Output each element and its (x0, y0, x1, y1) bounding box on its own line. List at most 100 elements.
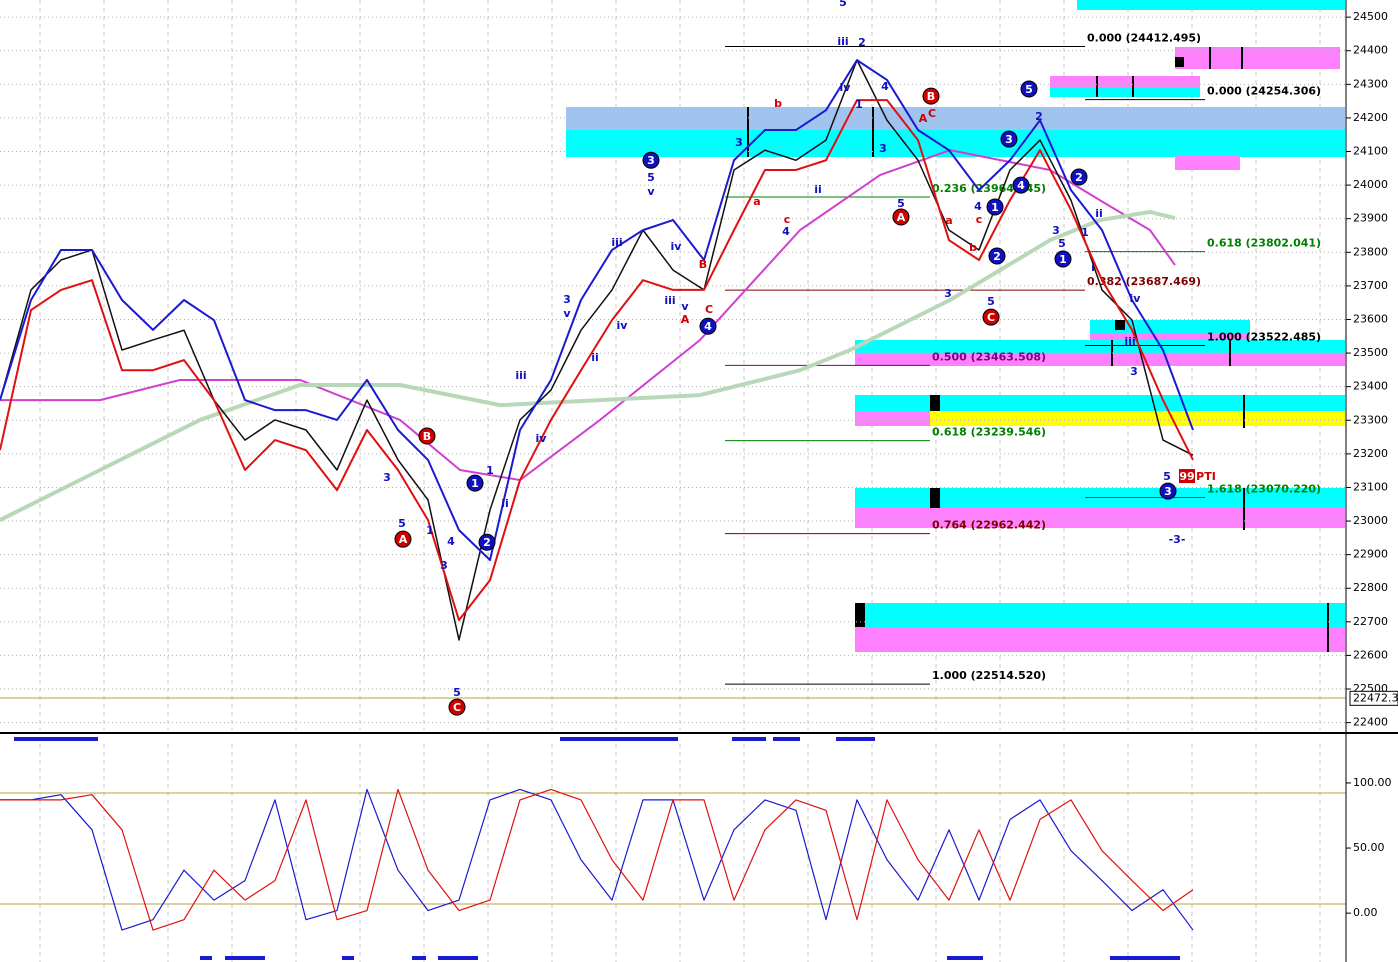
wave-text: A (681, 313, 690, 326)
wave-label: 3 (1159, 482, 1177, 500)
wave-label: 1 (1081, 226, 1089, 239)
series-line (0, 149, 1176, 482)
zone (1175, 47, 1340, 69)
y-tick-label: 24000 (1353, 178, 1388, 191)
wave-label: iv (1130, 292, 1142, 305)
wave-label: 2 (858, 36, 866, 49)
fib-label: 1.000 (23522.485) (1207, 331, 1321, 344)
wave-text: 1 (486, 464, 494, 477)
wave-label: A (892, 208, 910, 226)
label-circle (1070, 168, 1088, 186)
axis-panel (1346, 0, 1398, 962)
bar-marker (14, 737, 98, 741)
wave-label: b (774, 97, 782, 110)
wave-text: 5 (398, 517, 406, 530)
wave-text: 3 (1052, 224, 1060, 237)
wave-label: 3 (642, 151, 660, 169)
wave-text: iv (1130, 292, 1142, 305)
wave-label: B (922, 87, 940, 105)
y-tick-label: 23900 (1353, 212, 1388, 225)
wave-label: 2 (1035, 110, 1043, 123)
wave-label: 4 (447, 535, 455, 548)
zone (855, 603, 1345, 627)
wave-text: 4 (704, 320, 712, 333)
marker (930, 488, 940, 508)
zone (855, 353, 1345, 366)
wave-text: 2 (993, 250, 1001, 263)
wave-label: 1 (1054, 250, 1072, 268)
fib-label: 0.764 (22962.442) (932, 519, 1046, 532)
label-circle (988, 247, 1006, 265)
wave-text: iv (671, 240, 683, 253)
wave-label: 1 (855, 98, 863, 111)
zone (855, 411, 930, 426)
wave-text: iv (617, 319, 629, 332)
marker (855, 603, 865, 627)
zone (1090, 320, 1250, 333)
wave-label: 5 (398, 517, 406, 530)
bar-marker (1110, 956, 1180, 960)
wave-label: 5 (647, 171, 655, 184)
wave-text: 1 (855, 98, 863, 111)
wave-text: 3 (647, 154, 655, 167)
wave-label: 4 (699, 317, 717, 335)
wave-label: v (563, 307, 571, 320)
wave-text: 4 (1017, 179, 1025, 192)
zone (1175, 155, 1240, 170)
wave-text: 5 (1163, 470, 1171, 483)
zone (566, 107, 1345, 130)
wave-text: v (681, 300, 689, 313)
wave-text: 2 (858, 36, 866, 49)
wave-label: ii (591, 351, 599, 364)
wave-text: 99 (1179, 470, 1194, 483)
wave-text: ii (501, 497, 509, 510)
wave-text: 3 (440, 559, 448, 572)
zone (930, 411, 1345, 426)
wave-label: 4 (1012, 176, 1030, 194)
wave-text: 4 (974, 200, 982, 213)
wave-label: iii (515, 369, 526, 382)
wave-text: b (774, 97, 782, 110)
zone (566, 130, 1345, 157)
wave-text: 3 (879, 142, 887, 155)
wave-label: iv (536, 432, 548, 445)
wave-label: iv (671, 240, 683, 253)
wave-text: 3 (563, 293, 571, 306)
wave-label: 5 (453, 686, 461, 699)
wave-text: 1 (471, 477, 479, 490)
wave-text: 5 (1025, 83, 1033, 96)
wave-text: 5 (839, 0, 847, 9)
wave-label: iii (664, 294, 675, 307)
wave-label: b (969, 241, 977, 254)
bar-marker (200, 956, 212, 960)
wave-text: v (647, 185, 655, 198)
label-circle (642, 151, 660, 169)
zones (566, 0, 1345, 652)
marker (1115, 320, 1125, 330)
wave-label: 3 (879, 142, 887, 155)
label-circle (1020, 80, 1038, 98)
wave-text: a (945, 214, 952, 227)
wave-label: iii (837, 35, 848, 48)
series-line (0, 209, 1176, 522)
wave-text: ii (814, 183, 822, 196)
wave-label: 5 (1058, 237, 1066, 250)
label-circle (1012, 176, 1030, 194)
wave-label: iii (1124, 335, 1135, 348)
label-circle (448, 698, 466, 716)
y-tick-label: 23300 (1353, 413, 1388, 426)
wave-text: 4 (881, 80, 889, 93)
wave-label: 3 (383, 471, 391, 484)
y-tick-label: 22400 (1353, 716, 1388, 729)
wave-label: C (928, 107, 936, 120)
wave-label: a (753, 195, 760, 208)
label-circle (982, 308, 1000, 326)
series-line (0, 788, 1194, 931)
wave-text: iii (515, 369, 526, 382)
wave-text: 3 (1005, 133, 1013, 146)
y-tick-label: 24200 (1353, 111, 1388, 124)
label-circle (418, 427, 436, 445)
wave-label: 99 (1179, 469, 1195, 484)
wave-text: iii (664, 294, 675, 307)
